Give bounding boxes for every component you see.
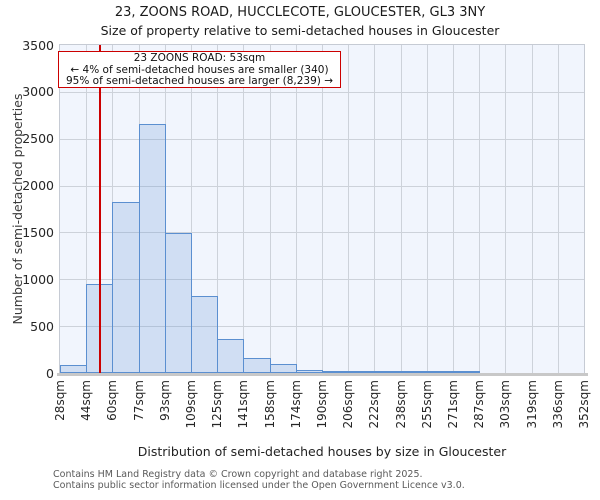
annotation-smaller-line: ← 4% of semi-detached houses are smaller… bbox=[70, 63, 329, 76]
grid-line-vertical bbox=[426, 45, 428, 373]
grid-line-vertical bbox=[479, 45, 481, 373]
y-tick-label: 1000 bbox=[22, 271, 54, 287]
histogram-bar bbox=[348, 371, 376, 373]
x-tick-label: 109sqm bbox=[184, 380, 198, 429]
grid-line-vertical bbox=[400, 45, 402, 373]
grid-line-vertical bbox=[453, 45, 454, 373]
histogram-bar bbox=[243, 358, 271, 373]
histogram-bar bbox=[295, 369, 323, 373]
x-tick-label: 141sqm bbox=[236, 380, 251, 429]
x-tick-label: 28sqm bbox=[53, 380, 67, 421]
y-tick-label: 500 bbox=[30, 318, 54, 334]
x-tick-label: 303sqm bbox=[498, 380, 513, 429]
x-tick-label: 93sqm bbox=[157, 380, 172, 421]
x-tick-label: 255sqm bbox=[419, 380, 434, 429]
grid-line-vertical bbox=[322, 45, 323, 373]
y-tick-label: 0 bbox=[46, 365, 54, 381]
x-axis-label: Distribution of semi-detached houses by … bbox=[137, 444, 507, 459]
x-tick-label: 77sqm bbox=[131, 380, 146, 421]
histogram-bar bbox=[217, 339, 245, 373]
grid-line-vertical bbox=[269, 45, 271, 373]
histogram-bar bbox=[164, 233, 192, 373]
grid-line-vertical bbox=[531, 45, 533, 373]
license-footer: Contains HM Land Registry data © Crown c… bbox=[53, 469, 465, 491]
histogram-bar bbox=[374, 370, 402, 373]
grid-line-vertical bbox=[374, 45, 376, 373]
histogram-bar bbox=[191, 296, 219, 373]
chart-subtitle: Size of property relative to semi-detach… bbox=[100, 23, 500, 38]
grid-line-vertical bbox=[505, 45, 507, 373]
grid-line-vertical bbox=[295, 45, 297, 373]
histogram-bar bbox=[426, 371, 454, 373]
annotation-larger-line: 95% of semi-detached houses are larger (… bbox=[65, 75, 333, 87]
x-tick-label: 271sqm bbox=[446, 380, 460, 429]
y-tick-label: 3500 bbox=[22, 37, 54, 53]
x-tick-label: 336sqm bbox=[550, 380, 565, 429]
footer-line-1: Contains HM Land Registry data © Crown c… bbox=[53, 469, 423, 480]
histogram-bar bbox=[60, 364, 88, 373]
histogram-bar bbox=[112, 202, 140, 373]
x-tick-label: 287sqm bbox=[472, 380, 487, 429]
x-tick-label: 174sqm bbox=[288, 380, 303, 429]
grid-line-vertical bbox=[217, 45, 219, 373]
x-tick-label: 44sqm bbox=[79, 380, 94, 421]
y-tick-label: 1500 bbox=[22, 224, 54, 240]
histogram-bar bbox=[400, 371, 428, 373]
x-tick-label: 60sqm bbox=[105, 380, 120, 421]
x-tick-label: 222sqm bbox=[367, 380, 382, 429]
y-tick-label: 3000 bbox=[22, 84, 54, 100]
grid-line-vertical bbox=[86, 45, 88, 373]
x-axis-line bbox=[57, 373, 588, 376]
property-size-marker-line bbox=[99, 45, 101, 373]
grid-line-vertical bbox=[243, 45, 245, 373]
x-tick-label: 125sqm bbox=[210, 380, 225, 429]
annotation-box: 23 ZOONS ROAD: 53sqm ← 4% of semi-detach… bbox=[58, 51, 341, 88]
histogram-bar bbox=[453, 371, 481, 373]
x-tick-label: 206sqm bbox=[341, 380, 356, 429]
grid-line-vertical bbox=[348, 45, 350, 373]
histogram-bar bbox=[322, 370, 350, 373]
histogram-bar bbox=[269, 364, 297, 373]
y-tick-label: 2000 bbox=[22, 178, 54, 194]
histogram-bar bbox=[138, 123, 166, 373]
x-tick-label: 352sqm bbox=[577, 380, 591, 429]
x-tick-label: 190sqm bbox=[315, 380, 329, 429]
x-tick-label: 158sqm bbox=[262, 380, 277, 429]
x-tick-label: 319sqm bbox=[524, 380, 539, 429]
x-tick-label: 238sqm bbox=[393, 380, 408, 429]
chart-title: 23, ZOONS ROAD, HUCCLECOTE, GLOUCESTER, … bbox=[114, 5, 486, 20]
footer-line-2: Contains public sector information licen… bbox=[53, 480, 465, 491]
grid-line-vertical bbox=[557, 45, 559, 373]
plot-area bbox=[59, 44, 585, 374]
y-tick-label: 2500 bbox=[22, 131, 54, 147]
annotation-property-line: 23 ZOONS ROAD: 53sqm bbox=[133, 52, 266, 64]
grid-line-vertical bbox=[191, 45, 192, 373]
